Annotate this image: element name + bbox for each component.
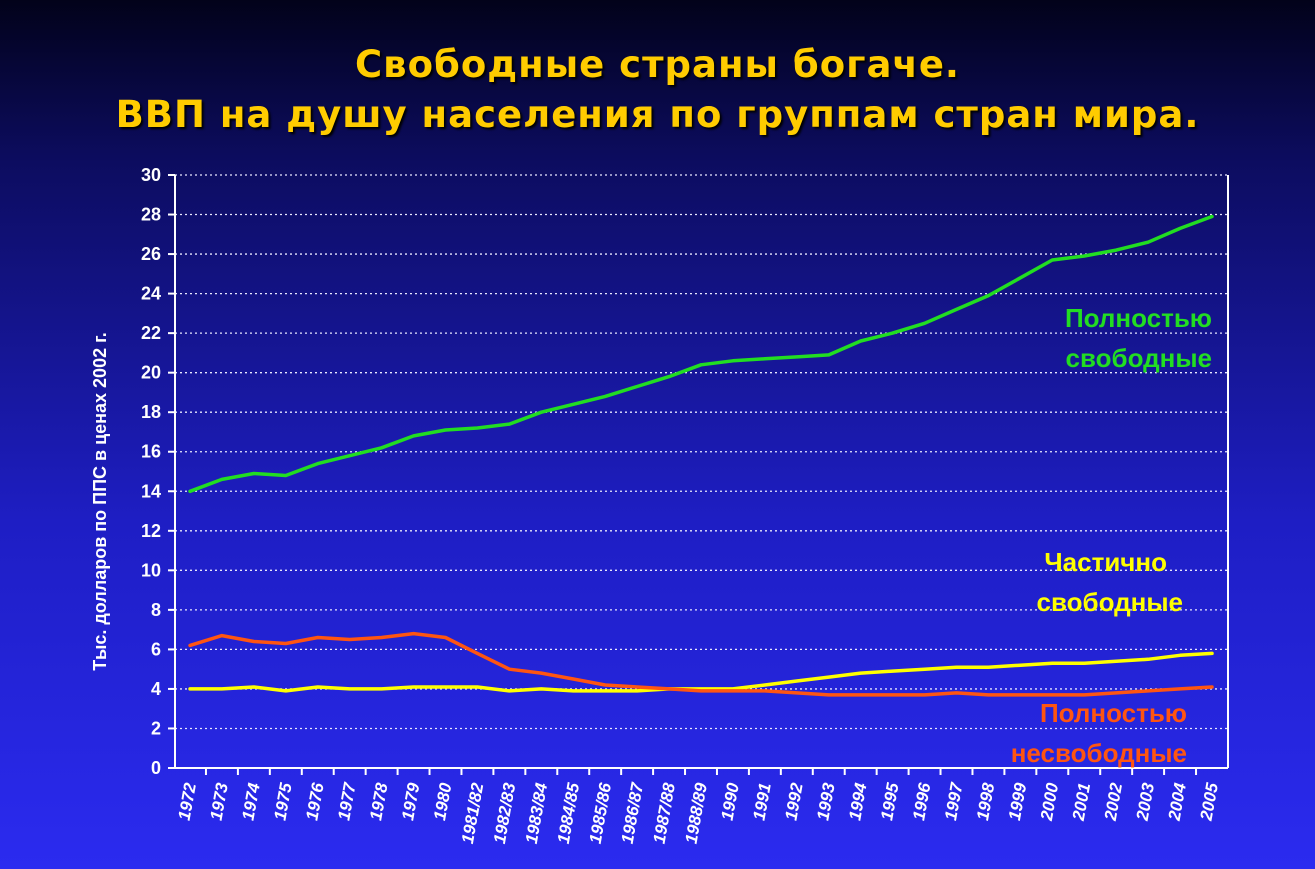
title-line-2: ВВП на душу населения по группам стран м… [115,93,1200,136]
x-tick-label-9: 1981/82 [458,781,487,845]
y-tick-label-4: 4 [151,679,161,699]
title-line-1: Свободные страны богаче. [355,43,960,86]
chart-title: Свободные страны богаче. ВВП на душу нас… [0,40,1315,140]
x-tick-label-30: 2003 [1133,781,1159,823]
x-tick-label-1: 1973 [207,781,232,822]
series-line-2 [188,631,1214,697]
x-tick-label-26: 1999 [1005,781,1030,822]
y-tick-label-26: 26 [141,244,161,264]
x-tick-label-32: 2005 [1196,781,1222,823]
y-axis-label: Тыс. долларов по ППС в ценах 2002 г. [90,332,110,671]
x-tick-label-28: 2001 [1069,781,1094,823]
annotation-1-line-1: Частично [1044,547,1167,577]
x-tick-label-8: 1980 [430,781,455,822]
x-tick-label-4: 1976 [302,781,327,822]
x-tick-label-7: 1979 [398,781,423,822]
y-tick-label-2: 2 [151,718,161,738]
series-lines [188,214,1214,697]
x-tick-label-12: 1984/85 [554,781,583,845]
x-tick-label-3: 1975 [270,781,295,822]
y-tick-label-30: 30 [141,165,161,185]
x-tick-label-16: 1988/89 [682,781,711,845]
x-tick-label-31: 2004 [1165,781,1191,823]
x-tick-label-13: 1985/86 [586,781,615,845]
x-tick-label-25: 1998 [973,781,998,822]
annotation-2-line-1: Полностью [1040,698,1187,728]
y-tick-label-16: 16 [141,442,161,462]
x-tick-label-18: 1991 [750,781,775,822]
y-tick-label-8: 8 [151,600,161,620]
y-tick-label-24: 24 [141,284,161,304]
x-tick-label-23: 1996 [909,781,934,822]
x-tick-label-24: 1997 [941,780,967,822]
x-tick-label-0: 1972 [175,781,200,822]
y-tick-label-22: 22 [141,323,161,343]
y-tick-label-12: 12 [141,521,161,541]
x-tick-label-20: 1993 [813,781,838,822]
x-tick-label-17: 1990 [718,781,743,822]
x-tick-label-29: 2002 [1101,781,1127,823]
x-tick-label-22: 1995 [877,781,902,822]
x-tick-label-21: 1994 [845,781,870,822]
y-tick-label-10: 10 [141,560,161,580]
y-tick-label-20: 20 [141,363,161,383]
grid-lines [175,174,1228,730]
annotation-2-line-2: несвободные [1011,738,1187,768]
annotation-0-line-2: свободные [1066,343,1212,373]
x-tick-label-14: 1986/87 [618,780,648,845]
y-tick-label-0: 0 [151,758,161,778]
y-tick-label-14: 14 [141,481,161,501]
x-tick-labels: 1972 1973 1974 1975 1976 1977 1978 1979 1980 1981… [175,780,1222,845]
series-line-0 [188,214,1214,494]
x-tick-label-11: 1983/84 [522,781,551,845]
x-tick-label-10: 1982/83 [490,781,519,845]
annotation-0-line-1: Полностью [1065,303,1212,333]
x-tick-label-15: 1987/88 [650,781,679,845]
series-annotations: Полностью свободные Частично свободные Полно… [1011,303,1212,768]
x-tick-label-5: 1977 [334,780,360,822]
x-tick-label-6: 1978 [366,781,391,822]
annotation-1-line-2: свободные [1037,587,1183,617]
y-tick-label-18: 18 [141,402,161,422]
x-tick-label-27: 2000 [1037,781,1063,823]
series-line-1 [188,651,1214,693]
axes [168,174,1229,775]
y-tick-label-6: 6 [151,639,161,659]
y-tick-label-28: 28 [141,205,161,225]
x-tick-label-19: 1992 [781,781,806,822]
x-tick-label-2: 1974 [239,781,264,822]
